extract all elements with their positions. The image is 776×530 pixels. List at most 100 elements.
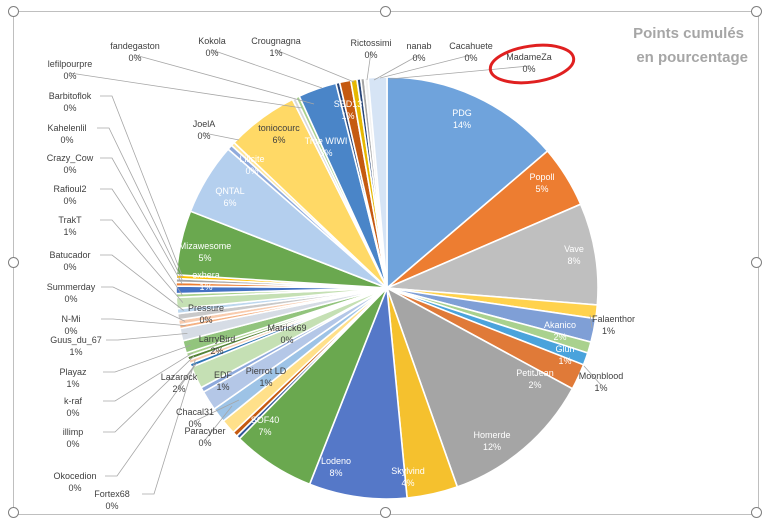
- slice-label-barbitoflok: Barbitoflok: [49, 91, 92, 101]
- slice-label-popoll: Popoll: [529, 172, 554, 182]
- leader-line-barbitoflok: [100, 95, 183, 278]
- leader-line-n-mi: [101, 318, 186, 326]
- highlight-annotation: [488, 43, 576, 85]
- leader-line-illimp: [103, 355, 195, 433]
- slice-label-true-wiwi: True WIWI: [305, 136, 348, 146]
- slice-label-mizawesome: Mizawesome: [179, 241, 232, 251]
- leader-line-fandegaston: [134, 54, 315, 105]
- slice-label-batucador: Batucador: [49, 250, 90, 260]
- slice-label-lefilpourpre: lefilpourpre: [48, 59, 93, 69]
- pie-slice-madameza: [367, 76, 388, 289]
- chart-title-line-2: en pourcentage: [636, 49, 748, 66]
- resize-handle-top-left[interactable]: [8, 6, 19, 17]
- slice-pct-vave: 8%: [567, 256, 580, 266]
- resize-handle-top[interactable]: [380, 6, 391, 17]
- slice-pct-edf: 1%: [216, 382, 229, 392]
- leader-line-falaenthor: [589, 314, 593, 329]
- slice-label-toniocourc: toniocourc: [258, 123, 300, 133]
- slice-label-matrick69: Matrick69: [267, 323, 306, 333]
- slice-pct-pierrot-ld: 1%: [259, 378, 272, 388]
- slice-pct-matrick69: 0%: [280, 335, 293, 345]
- slice-label-lodeno: Lodeno: [321, 456, 351, 466]
- leader-line-madameza: [389, 65, 530, 80]
- pie-slice-vave: [386, 203, 599, 306]
- slice-label-petitjean: PetitJean: [516, 368, 554, 378]
- slice-pct-fortex68: 0%: [105, 501, 118, 511]
- resize-handle-bottom-right[interactable]: [751, 507, 762, 518]
- pie-slices: [175, 76, 599, 500]
- leader-line-moonblood: [583, 365, 602, 386]
- slice-pct-sof40: 7%: [258, 427, 271, 437]
- slice-label-guus-du-67: Guus_du_67: [50, 335, 102, 345]
- slice-label-qntal: QNTAL: [215, 186, 244, 196]
- leader-line-k-raf: [103, 352, 194, 402]
- slice-pct-barbitoflok: 0%: [63, 103, 76, 113]
- leader-line-crougnagna: [275, 49, 355, 83]
- slice-pct-rictossimi: 0%: [364, 50, 377, 60]
- leader-line-lefilpourpre: [69, 72, 303, 109]
- slice-label-exhera: exhera: [192, 270, 220, 280]
- slice-label-madameza: MadameZa: [506, 52, 552, 62]
- slice-pct-glun: 1%: [558, 356, 571, 366]
- resize-handle-top-right[interactable]: [751, 6, 762, 17]
- slice-pct-akanico: 2%: [553, 332, 566, 342]
- slice-pct-k-raf: 0%: [66, 408, 79, 418]
- slice-pct-homerde: 12%: [483, 442, 501, 452]
- leader-line-okocedion: [105, 362, 197, 477]
- slice-labels: PDG 14% Popoll 5% Vave 8% Falaenthor 1% Akanico 2…: [47, 36, 635, 511]
- slice-label-edf: EDF: [214, 370, 233, 380]
- chart-frame[interactable]: Points cumulés en pourcentage PDG 14% Popo…: [8, 6, 762, 518]
- pie-slice-homerde: [385, 286, 574, 488]
- slice-pct-lodeno: 8%: [329, 468, 342, 478]
- slice-label-moonblood: Moonblood: [579, 371, 624, 381]
- slice-label-k-raf: k-raf: [64, 396, 82, 406]
- slice-pct-kokola: 0%: [205, 48, 218, 58]
- leader-line-cacahuete: [379, 54, 472, 79]
- leader-line-guus-du-67: [106, 333, 188, 341]
- slice-pct-summerday: 0%: [64, 294, 77, 304]
- slice-label-nanab: nanab: [406, 41, 431, 51]
- leader-line-trakt: [100, 219, 184, 303]
- slice-pct-popoll: 5%: [535, 184, 548, 194]
- slice-pct-fandegaston: 0%: [128, 53, 141, 63]
- pie-chart: Points cumulés en pourcentage PDG 14% Popo…: [47, 25, 748, 511]
- leader-line-paracyber: [204, 405, 233, 441]
- slice-pct-batucador: 0%: [63, 262, 76, 272]
- slice-pct-mizawesome: 5%: [198, 253, 211, 263]
- pie-slice-lodeno: [308, 287, 408, 500]
- leader-line-playaz: [103, 344, 191, 373]
- slice-label-glun: Glun: [555, 344, 574, 354]
- slice-label-homerde: Homerde: [473, 430, 510, 440]
- slice-pct-exhera: 1%: [199, 282, 212, 292]
- slice-pct-nanab: 0%: [412, 53, 425, 63]
- slice-pct-skylvind: 4%: [401, 478, 414, 488]
- slice-label-akanico: Akanico: [544, 320, 576, 330]
- resize-handle-left[interactable]: [8, 257, 19, 268]
- resize-handle-bottom[interactable]: [380, 507, 391, 518]
- slice-pct-petitjean: 2%: [528, 380, 541, 390]
- slice-pct-n-mi: 0%: [64, 326, 77, 336]
- leader-line-lazarock: [178, 365, 195, 387]
- slice-label-playaz: Playaz: [59, 367, 87, 377]
- slice-label-joela: JoelA: [193, 119, 216, 129]
- slice-pct-larrybird: 2%: [210, 346, 223, 356]
- slice-pct-lilicite: 0%: [245, 166, 258, 176]
- slice-pct-toniocourc: 6%: [272, 135, 285, 145]
- slice-label-rafioul2: Rafioul2: [53, 184, 86, 194]
- slice-label-chacal31: Chacal31: [176, 407, 214, 417]
- slice-label-lazarock: Lazarock: [161, 372, 198, 382]
- slice-pct-kahelenlil: 0%: [60, 135, 73, 145]
- slice-pct-cacahuete: 0%: [464, 53, 477, 63]
- slice-label-pdg: PDG: [452, 108, 472, 118]
- resize-handle-right[interactable]: [751, 257, 762, 268]
- slice-pct-lefilpourpre: 0%: [63, 71, 76, 81]
- resize-handle-bottom-left[interactable]: [8, 507, 19, 518]
- slice-pct-qntal: 6%: [223, 198, 236, 208]
- slice-pct-sed13: 1%: [341, 111, 354, 121]
- slice-pct-trakt: 1%: [63, 227, 76, 237]
- slice-pct-pdg: 14%: [453, 120, 471, 130]
- leader-line-chacal31: [194, 399, 240, 422]
- leader-line-nanab: [373, 54, 420, 81]
- slice-pct-rafioul2: 0%: [63, 196, 76, 206]
- leader-line-rafioul2: [100, 188, 183, 296]
